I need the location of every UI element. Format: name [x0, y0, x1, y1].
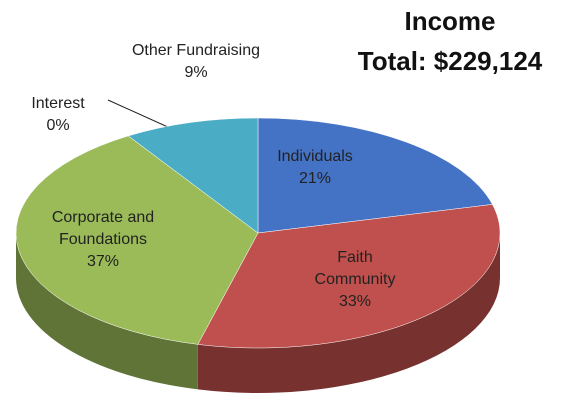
value-label: 0%: [46, 117, 70, 134]
pie-slice: [15, 135, 259, 345]
category-name: Faith Community: [314, 249, 396, 288]
leader-line: [107, 99, 171, 129]
slice-label: Other Fundraising 9%: [126, 40, 266, 84]
pie-slice: [257, 117, 493, 234]
value-label: 37%: [86, 253, 120, 270]
category-name: Corporate and Foundations: [51, 209, 155, 248]
slice-label: Corporate and Foundations 37%: [38, 207, 168, 273]
slice-label: Interest 0%: [13, 93, 103, 137]
value-label: 9%: [184, 64, 208, 81]
pie-side: [15, 233, 198, 390]
category-name: Other Fundraising: [131, 42, 261, 59]
chart-subtitle: Total: $229,124: [357, 46, 543, 76]
category-name: Individuals: [277, 148, 353, 165]
chart-title: Income: [404, 6, 496, 36]
slice-label: Individuals 21%: [255, 146, 375, 190]
pie-side: [197, 233, 500, 393]
value-label: 33%: [338, 293, 372, 310]
slice-label: Faith Community 33%: [295, 247, 415, 313]
pie-slice: [197, 204, 501, 349]
pie-slice: [127, 117, 259, 234]
category-name: Interest: [31, 95, 85, 112]
value-label: 21%: [298, 170, 332, 187]
